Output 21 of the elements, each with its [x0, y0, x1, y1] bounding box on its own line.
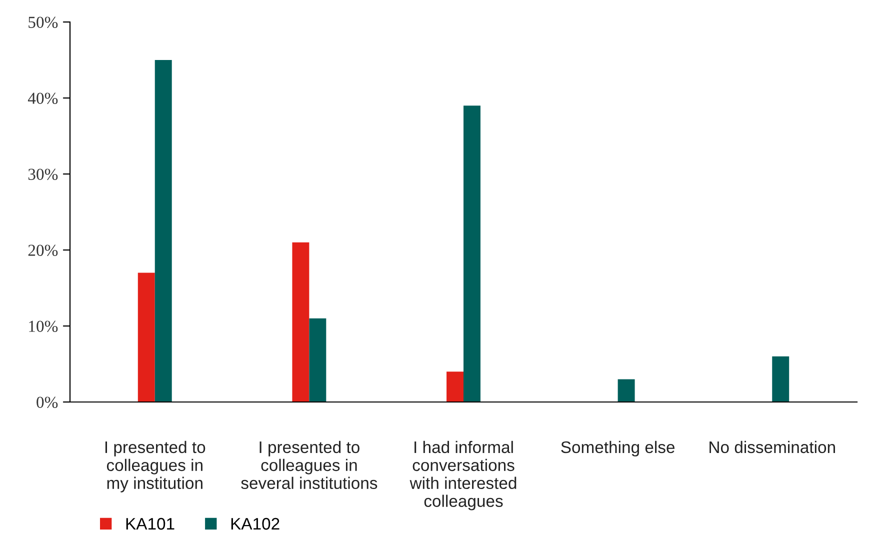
y-tick-label: 20%: [28, 244, 58, 256]
bar: [292, 242, 310, 402]
x-tick-label: I presented to colleagues in several institutions: [241, 440, 378, 490]
bar: [309, 318, 326, 402]
y-tick-label: 40%: [28, 92, 58, 104]
legend-label: KA102: [231, 518, 280, 530]
x-tick-label: No dissemination: [710, 440, 835, 454]
x-tick-label: I presented to colleagues in my institution: [105, 440, 206, 492]
bar: [772, 356, 790, 402]
bar: [446, 372, 464, 402]
bar: [138, 272, 155, 402]
x-tick-label: I had informal conversations with interested colleagues: [410, 440, 516, 510]
y-tick-label: 30%: [28, 168, 58, 180]
y-tick-label: 10%: [29, 320, 58, 332]
y-tick-label: 0%: [36, 396, 58, 408]
legend-label: KA101: [126, 518, 174, 530]
y-tick-label: 50%: [28, 16, 58, 28]
bar: [154, 60, 172, 402]
bar: [464, 106, 480, 402]
bar: [618, 379, 635, 402]
x-tick-label: Something else: [561, 440, 675, 456]
